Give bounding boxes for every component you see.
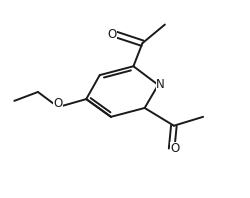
- Text: O: O: [170, 142, 179, 155]
- Text: N: N: [156, 78, 165, 91]
- Text: O: O: [54, 97, 63, 110]
- Text: O: O: [108, 28, 117, 41]
